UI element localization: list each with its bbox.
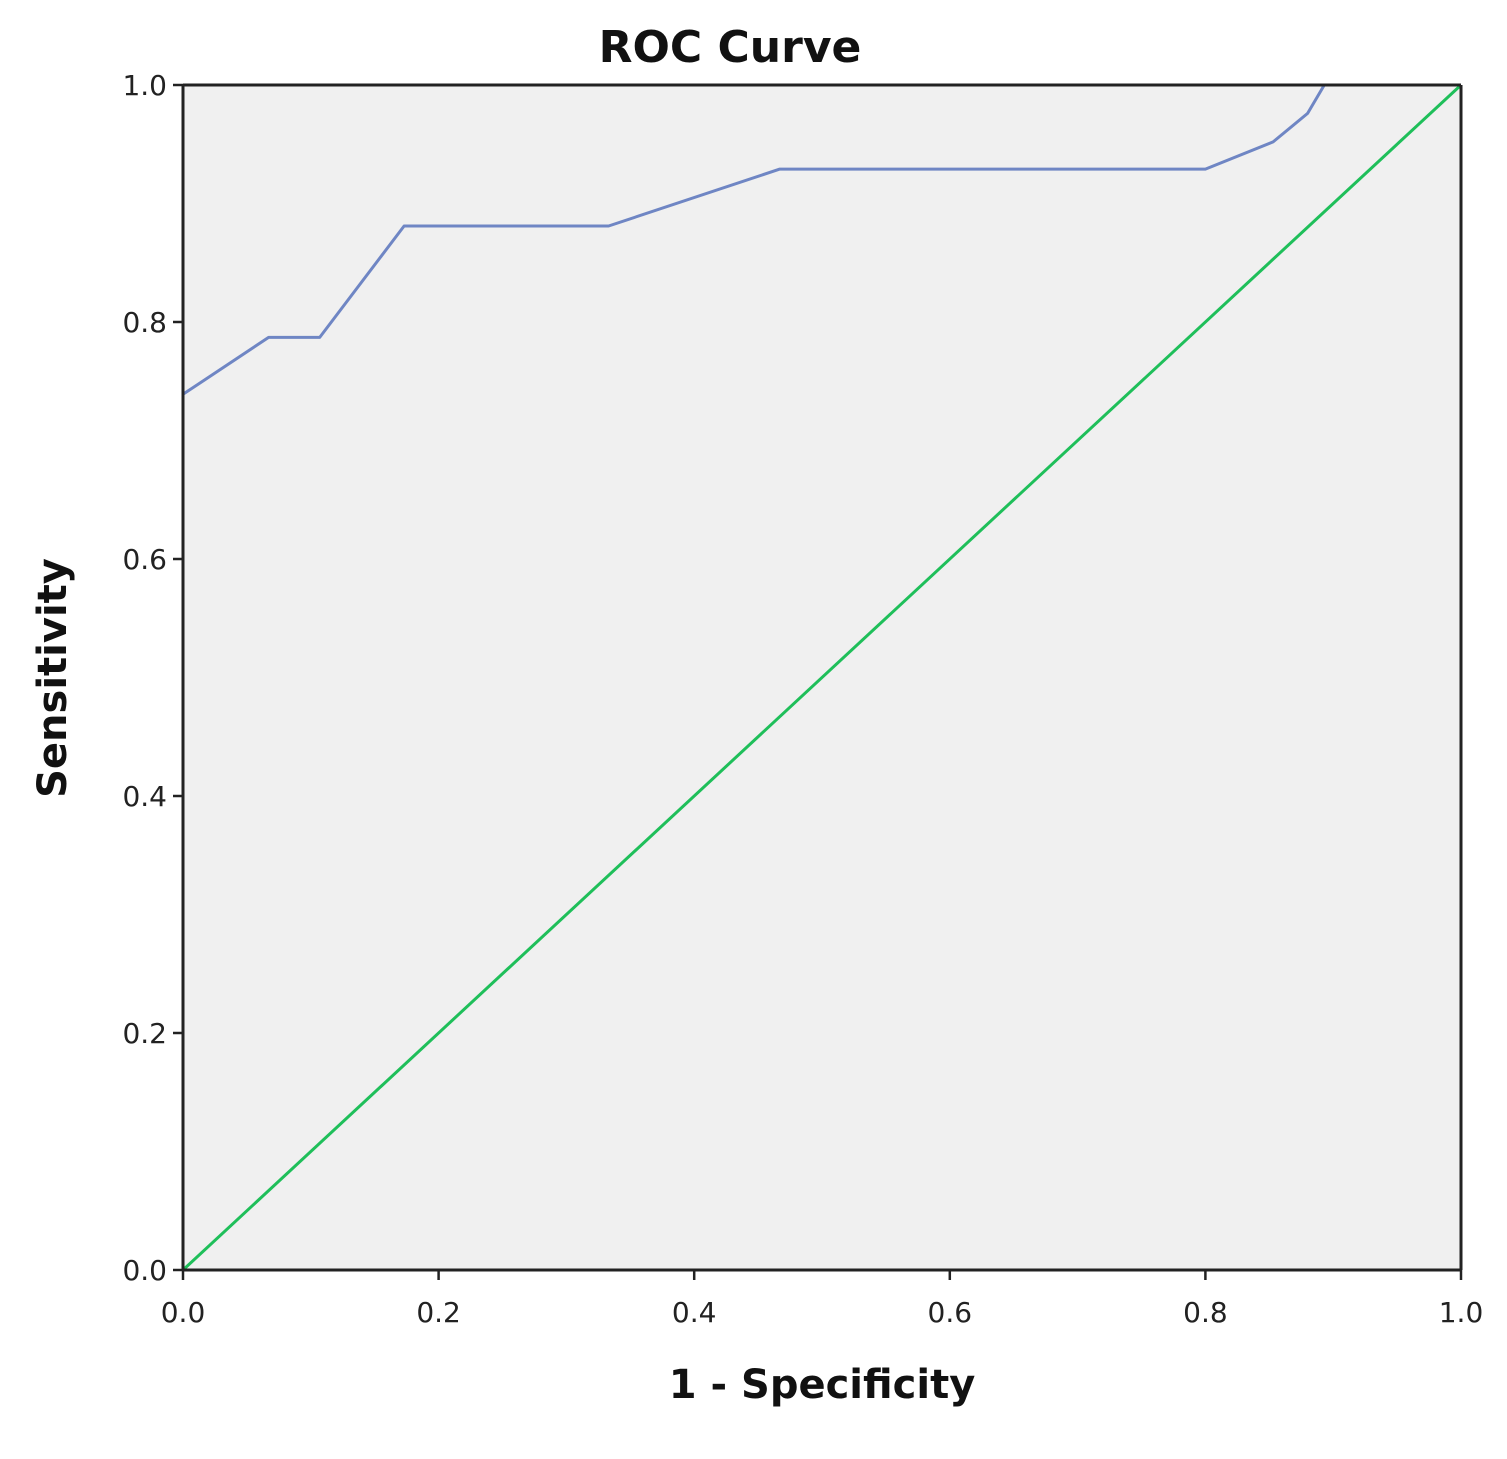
reference-diagonal-line bbox=[181, 83, 1463, 1272]
x-tick-label: 0.2 bbox=[416, 1296, 461, 1329]
y-tick-label: 0.0 bbox=[122, 1254, 167, 1287]
y-tick-label: 0.2 bbox=[122, 1017, 167, 1050]
x-tick-label: 0.6 bbox=[928, 1296, 973, 1329]
chart-title: ROC Curve bbox=[599, 22, 862, 73]
series-layer bbox=[181, 83, 1463, 1272]
x-axis-label: 1 - Specificity bbox=[669, 1362, 976, 1408]
y-tick-label: 0.4 bbox=[122, 780, 167, 813]
y-tick-label: 0.6 bbox=[122, 543, 167, 576]
x-tick-label: 1.0 bbox=[1439, 1296, 1484, 1329]
y-tick-label: 0.8 bbox=[122, 306, 167, 339]
axes-layer bbox=[181, 83, 1463, 1272]
x-tick-label: 0.0 bbox=[161, 1296, 206, 1329]
y-axis-label: Sensitivity bbox=[30, 558, 76, 798]
x-tick-label: 0.4 bbox=[672, 1296, 717, 1329]
x-tick-label: 0.8 bbox=[1183, 1296, 1228, 1329]
roc-curve-line bbox=[182, 83, 1461, 396]
y-tick-label: 1.0 bbox=[122, 69, 167, 102]
ticks-layer: 0.0 0.2 0.4 0.6 0.8 1.0 0.0 0.2 0.4 0.6 0.8 1.0 bbox=[122, 69, 1483, 1329]
